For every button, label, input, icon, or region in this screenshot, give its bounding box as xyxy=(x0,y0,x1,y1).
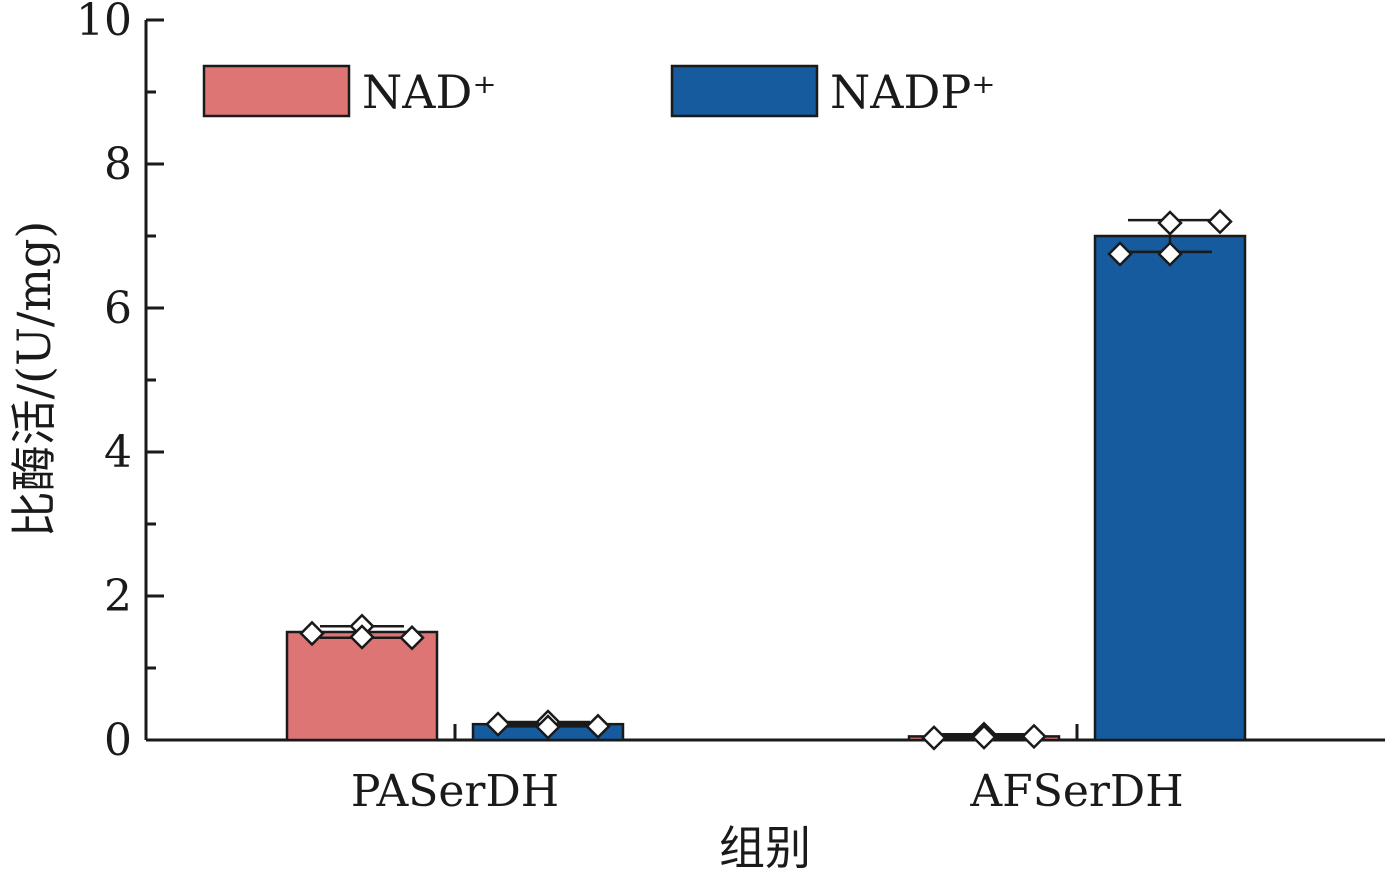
data-point xyxy=(1157,210,1183,236)
x-tick-label-af: AFSerDH xyxy=(969,766,1183,817)
legend-label-nadp: NADP⁺ xyxy=(830,65,996,119)
legend-label-nad: NAD⁺ xyxy=(362,65,497,119)
legend-swatch-nadp xyxy=(670,64,819,118)
y-tick-label: 8 xyxy=(104,139,132,190)
x-tick-label-pa: PASerDH xyxy=(351,766,559,817)
data-points-group xyxy=(299,208,1233,751)
y-tick-label: 2 xyxy=(104,571,132,622)
y-tick-label: 10 xyxy=(76,0,132,46)
data-point xyxy=(1207,208,1233,235)
bar-afserdh-1 xyxy=(1093,234,1247,742)
data-point xyxy=(349,624,375,650)
error-bars-group xyxy=(320,218,1212,740)
x-axis-title: 组别 xyxy=(719,821,811,873)
y-tick-label: 4 xyxy=(104,427,132,478)
y-tick-label: 6 xyxy=(104,283,132,334)
data-point xyxy=(921,725,947,751)
bars-group xyxy=(285,234,1247,742)
data-point xyxy=(585,713,611,740)
data-point xyxy=(1157,241,1183,267)
data-point xyxy=(1107,241,1133,267)
data-point xyxy=(299,620,325,647)
data-point xyxy=(535,714,561,740)
legend-swatch-nad xyxy=(202,64,351,118)
legend: NAD⁺ NADP⁺ xyxy=(202,64,996,119)
y-axis-title: 比酶活/(U/mg) xyxy=(7,221,61,538)
data-point xyxy=(971,724,997,750)
data-point xyxy=(485,711,511,737)
data-point xyxy=(1021,723,1047,750)
data-point xyxy=(399,624,425,651)
y-tick-label: 0 xyxy=(104,715,132,766)
